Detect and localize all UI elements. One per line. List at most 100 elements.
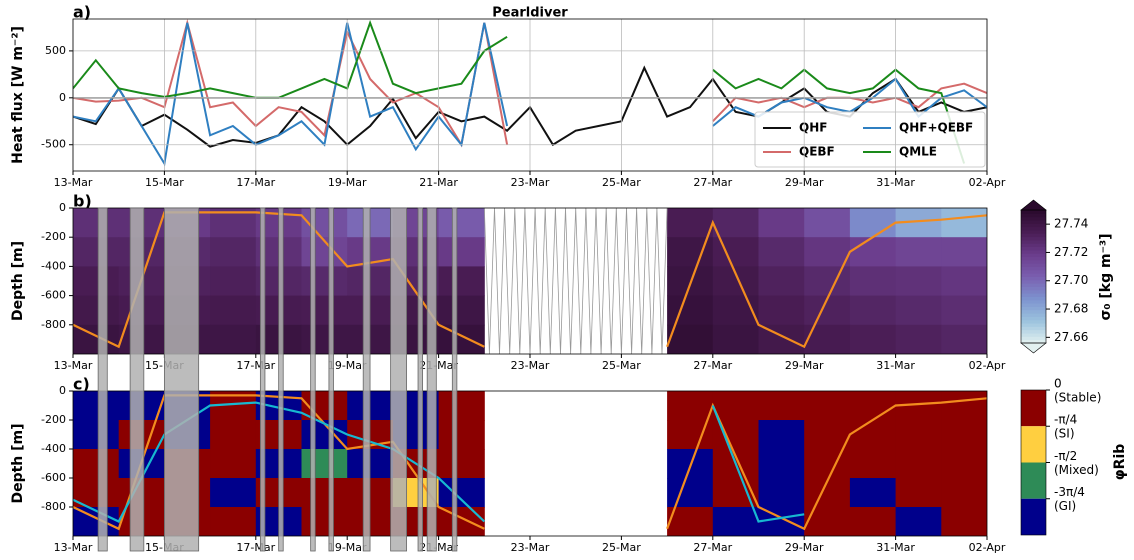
heatmap-cell [804,208,851,238]
heatmap-cell [73,208,120,238]
colorbar-slice [1021,329,1046,334]
shaded-period [259,207,266,552]
heatmap-cell [301,324,348,354]
x-tick-label: 15-Mar [145,176,184,189]
x-tick-label: 02-Apr [969,359,1006,372]
legend-label: QEBF [799,145,835,159]
heatmap-cell [438,208,485,238]
heatmap-cell [73,295,120,326]
panel-label: c) [73,375,90,394]
x-tick-label: 27-Mar [693,176,732,189]
heatmap-cell [712,324,759,354]
heatmap-cell [895,237,942,267]
heatmap-cell [438,266,485,297]
category-cell [758,449,805,479]
heatmap-cell [210,237,257,267]
category-cell [712,507,759,536]
shaded-period [97,207,108,552]
heatmap-cell [849,237,897,267]
plot-frame [72,18,988,172]
heatmap-cell [895,266,942,297]
heatmap-cell [210,324,257,354]
shaded-period [451,207,458,552]
category-cell [301,507,348,536]
category-cell [438,478,485,508]
heatmap-cell [712,208,759,238]
legend-label: QHF [799,121,827,135]
legend-label: QMLE [899,145,937,159]
y-tick-label: 0 [59,384,66,397]
x-tick-label: 17-Mar [236,359,275,372]
x-tick-label: 25-Mar [602,541,641,554]
colorbar-slice [1021,223,1046,228]
category-cell [301,478,348,508]
colorbar-slice [1021,239,1046,244]
colorbar-tick-label: -π/2 [1054,449,1077,463]
colorbar-slice [1021,219,1046,224]
colorbar-slice [1021,326,1046,331]
heatmap-cell [438,237,485,267]
category-cell [804,507,851,536]
category-cell [73,420,120,450]
legend-box [754,111,986,168]
category-cell [210,507,257,536]
line-series [666,214,987,349]
colorbar-slice [1021,246,1046,251]
colorbar-slice [1021,299,1046,304]
line-series [711,405,805,523]
x-tick-label: 27-Mar [693,541,732,554]
x-tick-label: 23-Mar [511,176,550,189]
category-cell [849,391,897,421]
category-cell [667,391,714,421]
colorbar-slice [1021,319,1046,324]
y-tick-label: -800 [41,500,66,513]
shaded-period [390,207,408,552]
x-tick-label: 17-Mar [236,176,275,189]
category-cell [804,449,851,479]
category-cell [941,420,987,450]
heatmap-cell [210,295,257,326]
colorbar-slice [1021,313,1046,317]
category-cell [210,420,257,450]
y-tick-label: -400 [41,442,66,455]
category-cell [804,420,851,450]
x-tick-label: 31-Mar [876,541,915,554]
colorbar-tick-label: -3π/4 [1054,485,1085,499]
colorbar-slice [1021,259,1046,264]
y-axis-label: Depth [m] [10,241,26,321]
category-cell [895,449,942,479]
colorbar-slice [1021,286,1046,291]
colorbar-band [1021,426,1046,463]
colorbar-slice [1021,323,1046,327]
heatmap-cell [941,295,987,326]
heatmap-cell [895,295,942,326]
colorbar-slice [1021,213,1046,218]
panel-label: b) [73,192,92,211]
heatmap-cell [758,237,805,267]
category-cell [301,449,348,479]
x-tick-label: 29-Mar [785,359,824,372]
heatmap-cell [210,266,257,297]
x-tick-label: 27-Mar [693,359,732,372]
colorbar-tick-note: (GI) [1054,499,1076,513]
heatmap-cell [73,266,120,297]
colorbar-slice [1021,333,1046,337]
colorbar-extend-bottom [1020,342,1047,354]
x-tick-label: 23-Mar [511,359,550,372]
shaded-period [328,207,334,552]
heatmap-cell [712,266,759,297]
colorbar-slice [1021,210,1046,214]
line-series [73,19,509,148]
legend-label: QHF+QEBF [899,121,973,135]
x-tick-label: 21-Mar [419,176,458,189]
glider-path [483,207,668,355]
heatmap-cell [301,295,348,326]
x-tick-label: 29-Mar [785,541,824,554]
x-tick-label: 31-Mar [876,176,915,189]
colorbar-slice [1021,316,1046,321]
heatmap-cell [758,295,805,326]
heatmap-cell [941,324,987,354]
shaded-period [278,207,284,552]
colorbar-slice [1021,339,1046,344]
